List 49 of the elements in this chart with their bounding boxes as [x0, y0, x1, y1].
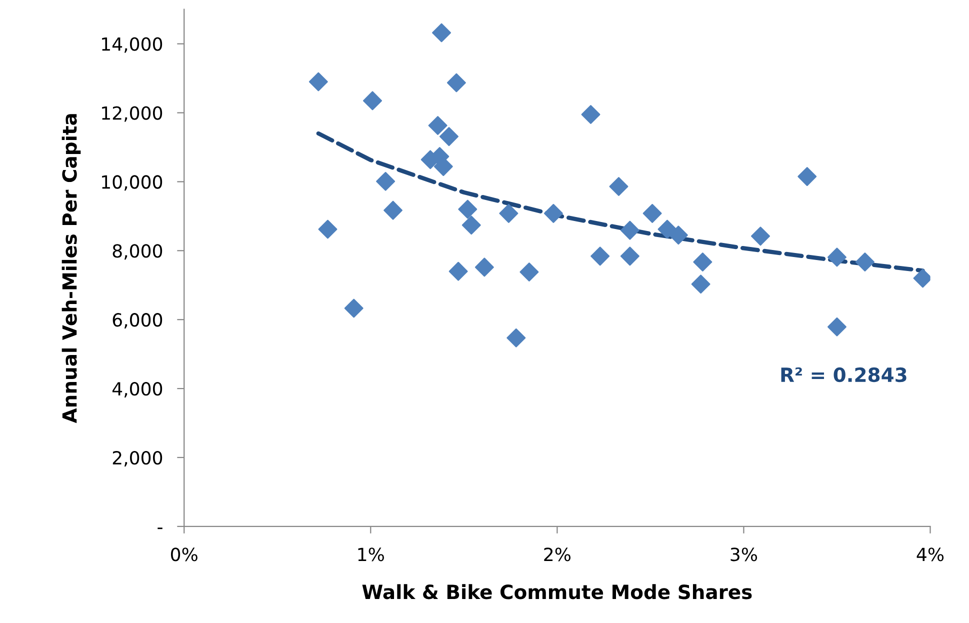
y-tick-label: 4,000	[112, 382, 162, 398]
point	[855, 252, 874, 272]
point	[308, 72, 328, 92]
y-tick-label: 12,000	[102, 106, 162, 122]
y-tick-label: 14,000	[102, 37, 162, 53]
point	[693, 252, 712, 272]
point	[499, 204, 518, 223]
point	[363, 91, 382, 110]
point	[376, 172, 396, 191]
point	[344, 298, 364, 318]
point	[827, 317, 846, 336]
point	[668, 226, 688, 245]
point	[384, 200, 403, 220]
point	[751, 226, 770, 246]
point	[506, 328, 526, 348]
x-tick-label: 1%	[358, 548, 384, 562]
point	[474, 258, 494, 277]
point	[440, 127, 458, 146]
point	[462, 216, 481, 235]
point	[642, 204, 662, 223]
point	[458, 200, 478, 219]
point	[520, 262, 539, 282]
y-tick-label: 2,000	[112, 450, 162, 466]
y-tick-label: -	[158, 528, 162, 530]
point	[428, 116, 448, 135]
point	[581, 105, 600, 124]
point	[318, 220, 338, 239]
y-axis-title: Annual Veh-Miles Per Capita	[62, 114, 81, 424]
point	[590, 246, 610, 266]
point	[798, 167, 817, 186]
y-tick-label: 6,000	[112, 313, 162, 329]
x-axis-title: Walk & Bike Commute Mode Shares	[362, 584, 752, 600]
point	[658, 220, 677, 239]
point	[620, 246, 640, 266]
point	[609, 177, 628, 196]
point	[691, 274, 710, 294]
point	[620, 220, 640, 240]
point	[827, 248, 846, 267]
x-tick-label: 0%	[170, 548, 198, 562]
point	[446, 73, 466, 92]
x-tick-label: 3%	[730, 548, 758, 562]
point	[432, 23, 452, 42]
x-tick-label: 4%	[916, 548, 944, 562]
y-tick-label: 10,000	[102, 175, 162, 191]
annotation: R² = 0.2843	[781, 367, 906, 382]
point	[448, 262, 468, 281]
point	[544, 204, 563, 223]
x-tick-label: 2%	[544, 548, 570, 562]
y-tick-label: 8,000	[112, 244, 162, 260]
